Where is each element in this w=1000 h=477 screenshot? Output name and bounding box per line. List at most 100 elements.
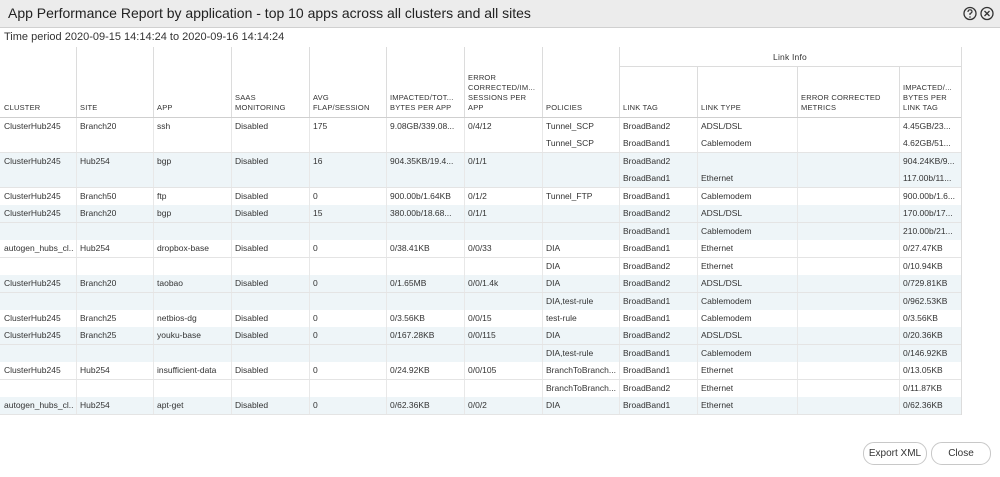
- cell-divider: [464, 275, 465, 293]
- cell-divider: [697, 327, 698, 345]
- cell-divider: [76, 397, 77, 415]
- help-icon[interactable]: [963, 6, 977, 21]
- cell-divider: [899, 152, 900, 170]
- cell-divider: [231, 327, 232, 345]
- cell-divider: [899, 118, 900, 135]
- column-divider: [231, 47, 232, 117]
- table-cell: ADSL/DSL: [701, 208, 743, 219]
- table-cell: ClusterHub245: [4, 330, 61, 341]
- time-period: Time period 2020-09-15 14:14:24 to 2020-…: [4, 31, 285, 43]
- table-cell: BroadBand2: [623, 155, 671, 166]
- table-cell: ADSL/DSL: [701, 330, 743, 341]
- cell-divider: [76, 240, 77, 258]
- cell-divider: [619, 187, 620, 205]
- cell-divider: [153, 135, 154, 153]
- cell-divider: [619, 344, 620, 362]
- cell-divider: [542, 187, 543, 205]
- cell-divider: [309, 152, 310, 170]
- table-cell: 0: [313, 190, 318, 201]
- cell-divider: [542, 344, 543, 362]
- column-header-line: POLICIES: [546, 103, 583, 112]
- table-cell: 0/62.36KB: [903, 400, 943, 411]
- cell-divider: [153, 362, 154, 380]
- column-header: LINK TAG: [623, 103, 695, 113]
- cell-divider: [386, 240, 387, 258]
- table-cell: DIA: [546, 260, 561, 271]
- cell-divider: [697, 257, 698, 275]
- cell-divider: [76, 309, 77, 327]
- table-cell: 9.08GB/339.08...: [390, 121, 455, 131]
- cell-divider: [309, 397, 310, 415]
- cell-divider: [464, 292, 465, 310]
- table-cell: DIA: [546, 278, 561, 289]
- cell-divider: [464, 187, 465, 205]
- cell-divider: [542, 397, 543, 415]
- table-cell: Ethernet: [701, 365, 734, 376]
- table-cell: 170.00b/17...: [903, 208, 953, 219]
- cell-divider: [542, 275, 543, 293]
- cell-divider: [386, 135, 387, 153]
- table-cell: Disabled: [235, 190, 269, 201]
- cell-divider: [899, 257, 900, 275]
- cell-divider: [386, 327, 387, 345]
- column-divider: [697, 67, 698, 117]
- cell-divider: [899, 292, 900, 310]
- cell-divider: [231, 309, 232, 327]
- table-row: ClusterHub245 Branch25 netbios-dg Disabled 0…: [0, 309, 961, 328]
- table-cell: 0: [313, 330, 318, 341]
- table-cell: Disabled: [235, 365, 269, 376]
- column-header-line: MONITORING: [235, 103, 286, 112]
- cell-divider: [542, 135, 543, 153]
- table-cell: BroadBand2: [623, 260, 671, 271]
- table-row: ClusterHub245 Hub254 insufficient-data Disa…: [0, 362, 961, 381]
- cell-divider: [309, 379, 310, 397]
- table-cell: Ethernet: [701, 400, 734, 411]
- cell-divider: [542, 205, 543, 223]
- table-cell: autogen_hubs_cl...: [4, 400, 74, 411]
- table-cell: DIA: [546, 243, 561, 254]
- column-header-line: IMPACTED/...: [903, 83, 952, 92]
- table-cell: dropbox-base: [157, 243, 209, 254]
- cell-divider: [619, 257, 620, 275]
- cell-divider: [309, 118, 310, 135]
- cell-divider: [464, 135, 465, 153]
- table-cell: 175: [313, 121, 328, 131]
- cell-divider: [386, 309, 387, 327]
- column-divider: [386, 47, 387, 117]
- table-cell: 117.00b/11...: [903, 173, 952, 184]
- cell-divider: [464, 222, 465, 240]
- close-button[interactable]: Close: [931, 442, 991, 465]
- export-xml-button[interactable]: Export XML: [863, 442, 927, 465]
- column-divider: [899, 67, 900, 117]
- cell-divider: [386, 275, 387, 293]
- cell-divider: [697, 362, 698, 380]
- table-row: DIA BroadBand2 Ethernet 0/10.94KB: [0, 257, 961, 276]
- table-cell: BroadBand1: [623, 400, 671, 411]
- cell-divider: [231, 292, 232, 310]
- table-cell: Cablemodem: [701, 138, 752, 149]
- cell-divider: [899, 362, 900, 380]
- table-cell: ClusterHub245: [4, 365, 61, 376]
- cell-divider: [76, 222, 77, 240]
- cell-divider: [619, 222, 620, 240]
- table-cell: 0/0/2: [468, 400, 487, 411]
- cell-divider: [309, 275, 310, 293]
- cell-divider: [309, 240, 310, 258]
- cell-divider: [697, 222, 698, 240]
- table-cell: ftp: [157, 190, 167, 201]
- table-cell: 0/0/15: [468, 312, 492, 323]
- cell-divider: [797, 397, 798, 415]
- cell-divider: [464, 170, 465, 188]
- close-icon[interactable]: [980, 6, 994, 21]
- table-cell: 0/62.36KB: [390, 400, 430, 411]
- cell-divider: [899, 135, 900, 153]
- cell-divider: [76, 362, 77, 380]
- table-cell: bgp: [157, 155, 172, 166]
- column-header-line: METRICS: [801, 103, 837, 112]
- cell-divider: [76, 118, 77, 135]
- cell-divider: [697, 118, 698, 135]
- cell-divider: [231, 118, 232, 135]
- table-cell: BroadBand2: [623, 278, 671, 289]
- table-cell: 900.00b/1.6...: [903, 190, 955, 201]
- table-row: BranchToBranch... BroadBand2 Ethernet 0/11.…: [0, 379, 961, 398]
